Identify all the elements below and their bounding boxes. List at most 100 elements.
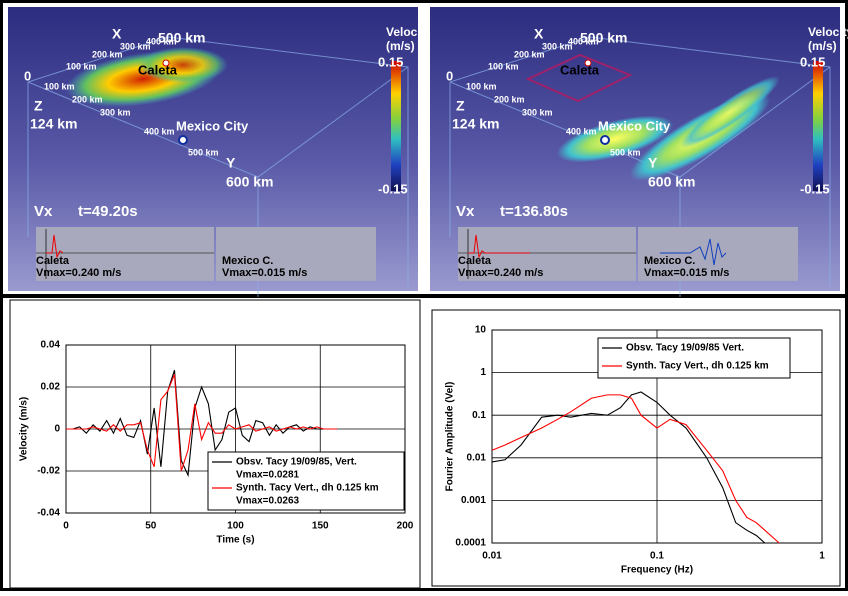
trace-box — [458, 227, 636, 281]
y-tick-label: 0.0001 — [455, 538, 486, 549]
panel-label: Mexico C. — [222, 255, 273, 267]
box-edges — [449, 36, 831, 297]
trace-box — [638, 227, 798, 281]
panel-label: 200 km — [92, 49, 123, 59]
panel-label: 300 km — [100, 107, 131, 117]
color-bar — [391, 61, 401, 191]
panel-label: Y — [226, 155, 236, 171]
plot-area — [491, 329, 823, 544]
panel-label: Vx — [34, 203, 53, 220]
panel-label: Vmax=0.240 m/s — [36, 267, 121, 279]
panel-label: 600 km — [226, 174, 273, 190]
panel-label: -0.15 — [800, 181, 830, 196]
panel-label: 500 km — [610, 147, 641, 157]
y-tick-label: 0.02 — [41, 382, 61, 393]
x-tick-label: 100 — [227, 521, 244, 532]
panel-label: 400 km — [144, 126, 175, 136]
legend-label: Synth. Tacy Vert., dh 0.125 km — [236, 483, 379, 494]
legend-label: Obsv. Tacy 19/09/85 Vert. — [626, 343, 744, 354]
wavefield — [556, 115, 674, 163]
panel-label: Velocity — [808, 25, 848, 39]
panel-label: 100 km — [66, 61, 97, 71]
panel-label: Mexico City — [598, 118, 671, 133]
trace-box — [216, 227, 376, 281]
panel-label: Mexico C. — [644, 255, 695, 267]
panel-label: Z — [34, 98, 43, 114]
panel-label: Vmax=0.240 m/s — [458, 267, 543, 279]
x-tick-label: 50 — [145, 521, 157, 532]
panel-label: 0.15 — [378, 54, 403, 69]
y-tick-label: -0.02 — [37, 466, 60, 477]
legend-box — [597, 337, 791, 379]
series-line — [491, 391, 766, 544]
panel-label: 124 km — [452, 116, 499, 132]
panel-label: 300 km — [522, 107, 553, 117]
y-tick-label: -0.04 — [37, 508, 60, 519]
x-tick-label: 0 — [63, 521, 69, 532]
trace — [660, 238, 727, 266]
panel-label: 600 km — [648, 174, 695, 190]
y-tick-label: 1 — [480, 367, 486, 378]
city-marker — [584, 59, 592, 67]
panel-label: 300 km — [542, 41, 573, 51]
x-tick-label: 1 — [819, 551, 825, 562]
panel-label: 0 — [24, 68, 31, 83]
sim-panel: X 500 km Velocity(m/s)0.15 -0.15 0 100 km 200 … — [8, 7, 432, 297]
wavefield — [138, 47, 228, 83]
legend-note: Vmax=0.0281 — [236, 470, 300, 481]
panel-label: 100 km — [44, 81, 75, 91]
panel-label: 500 km — [188, 147, 219, 157]
series-line — [66, 370, 331, 478]
panel-label: Caleta — [560, 62, 600, 77]
panel-label: 100 km — [488, 61, 519, 71]
panel-label: 200 km — [72, 94, 103, 104]
panel-label: 400 km — [566, 126, 597, 136]
legend-label: Synth. Tacy Vert., dh 0.125 km — [626, 361, 769, 372]
panel-label: Z — [456, 98, 465, 114]
panel-label: Vmax=0.015 m/s — [644, 267, 729, 279]
trace-box — [36, 227, 214, 281]
panel-label: 400 km — [568, 36, 599, 46]
panel-label: Caleta — [138, 62, 178, 77]
panel-label: 500 km — [158, 30, 205, 46]
panel-label: t=136.80s — [500, 203, 568, 220]
wavefield — [680, 76, 780, 148]
panel-label: 200 km — [494, 94, 525, 104]
x-axis-label: Time (s) — [216, 535, 254, 546]
y-axis-label: Fourier Amplitude (Vel) — [445, 382, 456, 492]
panel-label: 200 km — [514, 49, 545, 59]
panel-label: Vx — [456, 203, 475, 220]
city-marker — [600, 135, 610, 145]
city-marker — [178, 135, 188, 145]
panel-label: (m/s) — [808, 39, 837, 53]
y-tick-label: 0.01 — [467, 452, 487, 463]
x-axis-label: Frequency (Hz) — [621, 565, 693, 576]
panel-label: 400 km — [146, 36, 177, 46]
y-axis-label: Velocity (m/s) — [19, 397, 30, 461]
city-marker — [162, 59, 170, 67]
chart-frame — [9, 299, 421, 589]
panel-label: 300 km — [120, 41, 151, 51]
panel-label: t=49.20s — [78, 203, 138, 220]
panel-label: X — [534, 26, 544, 42]
panel-label: 0.15 — [800, 54, 825, 69]
box-edges — [27, 36, 409, 297]
trace — [46, 234, 64, 259]
series-line — [491, 394, 780, 544]
panel-label: -0.15 — [378, 181, 408, 196]
panel-label: Caleta — [458, 255, 492, 267]
trace — [468, 234, 530, 259]
panel-label: X — [112, 26, 122, 42]
panel-label: 500 km — [580, 30, 627, 46]
legend-box — [207, 451, 405, 511]
x-tick-label: 150 — [312, 521, 329, 532]
panel-label: 124 km — [30, 116, 77, 132]
y-tick-label: 0.1 — [472, 410, 486, 421]
y-tick-label: 0.04 — [41, 340, 61, 351]
series-line — [66, 374, 338, 472]
sim-panel: X 500 km Velocity(m/s)0.15 -0.15 0 100 km 200 … — [430, 7, 848, 297]
panel-label: (m/s) — [386, 39, 415, 53]
fault-outline — [525, 53, 633, 103]
